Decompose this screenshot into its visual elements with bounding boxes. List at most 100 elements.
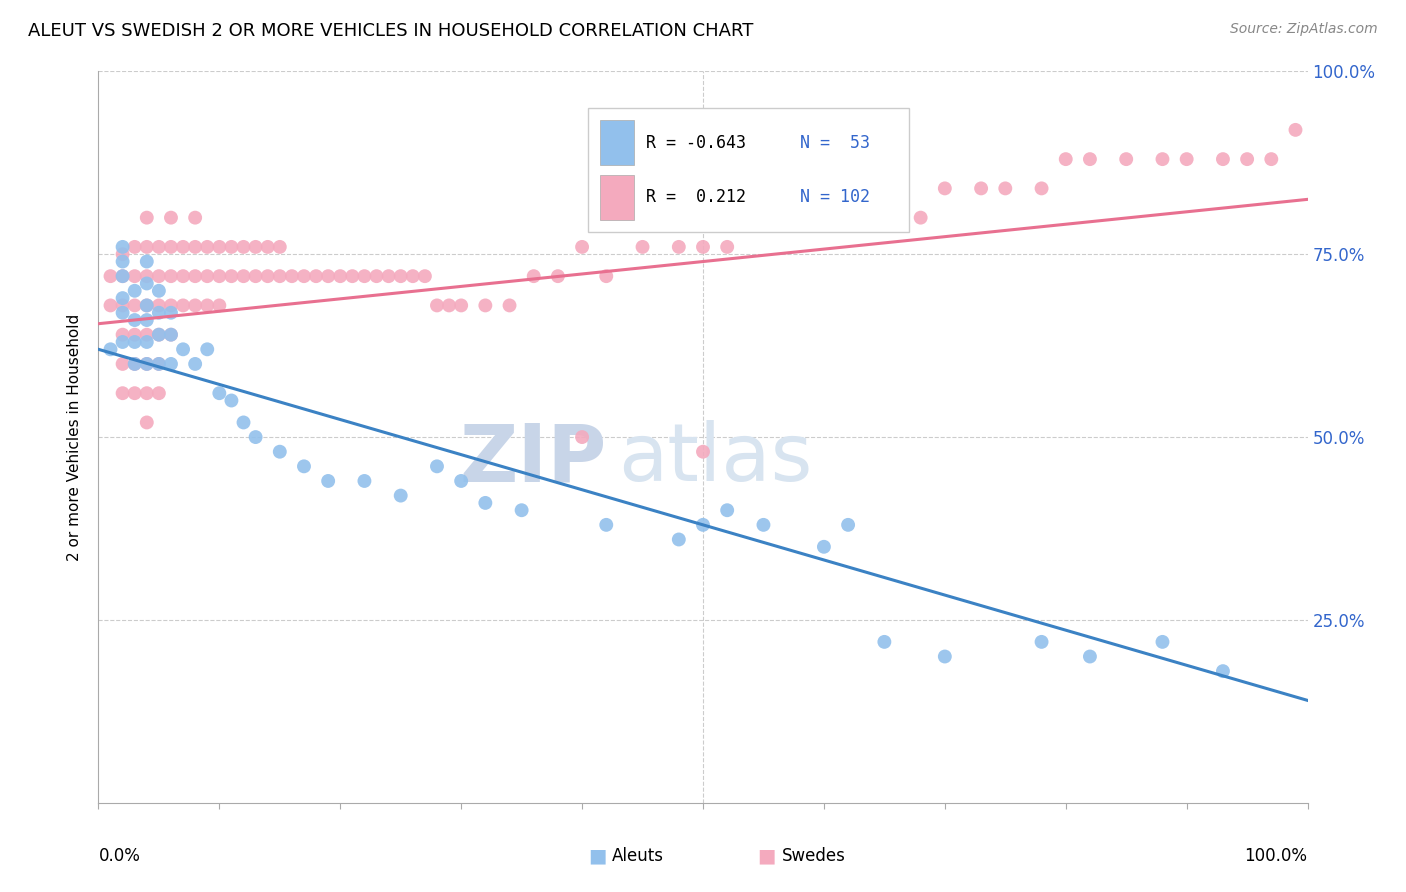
Point (148, 327, 170, 342)
Point (789, 211, 811, 225)
Point (1175, 152, 1198, 166)
Point (837, 211, 859, 225)
Point (111, 291, 134, 305)
Point (1260, 152, 1282, 166)
Point (148, 357, 170, 371)
Point (1054, 152, 1077, 166)
Point (124, 334, 146, 349)
Point (510, 503, 533, 517)
Point (305, 269, 328, 284)
Point (111, 240, 134, 254)
Point (111, 254, 134, 268)
Point (269, 240, 291, 254)
Point (135, 334, 157, 349)
Point (100, 343, 122, 357)
Point (1236, 152, 1258, 166)
Point (184, 357, 207, 371)
Point (208, 386, 231, 401)
Point (135, 386, 157, 401)
Point (195, 240, 218, 254)
Point (160, 357, 183, 371)
Point (1152, 152, 1174, 166)
Point (124, 327, 146, 342)
Text: Source: ZipAtlas.com: Source: ZipAtlas.com (1230, 22, 1378, 37)
Point (474, 496, 496, 510)
Point (172, 269, 194, 284)
Point (221, 240, 243, 254)
Text: Swedes: Swedes (782, 847, 845, 864)
Point (837, 517, 859, 532)
Text: ALEUT VS SWEDISH 2 OR MORE VEHICLES IN HOUSEHOLD CORRELATION CHART: ALEUT VS SWEDISH 2 OR MORE VEHICLES IN H… (28, 22, 754, 40)
Point (595, 517, 617, 532)
Point (221, 393, 243, 408)
Point (135, 277, 157, 291)
Point (292, 269, 315, 284)
Point (994, 181, 1017, 195)
Point (172, 298, 194, 312)
Bar (600, 175, 634, 220)
Text: N =  53: N = 53 (800, 134, 870, 152)
Point (195, 298, 218, 312)
Text: N = 102: N = 102 (800, 188, 870, 206)
Point (232, 240, 254, 254)
Point (135, 240, 157, 254)
Text: R = -0.643: R = -0.643 (647, 134, 747, 152)
Point (135, 298, 157, 312)
Point (353, 269, 375, 284)
Point (160, 298, 183, 312)
Point (111, 269, 134, 284)
Point (256, 240, 278, 254)
Point (208, 269, 231, 284)
Point (668, 240, 690, 254)
Point (135, 211, 157, 225)
Point (100, 298, 122, 312)
Point (316, 269, 339, 284)
Point (172, 343, 194, 357)
Point (148, 269, 170, 284)
Point (208, 240, 231, 254)
Point (111, 269, 134, 284)
Point (195, 343, 218, 357)
Point (437, 298, 460, 312)
Point (124, 313, 146, 327)
Point (571, 430, 593, 444)
Point (1115, 152, 1137, 166)
Point (366, 269, 388, 284)
Point (873, 211, 896, 225)
Point (752, 211, 775, 225)
Point (269, 269, 291, 284)
Point (111, 357, 134, 371)
Point (692, 517, 714, 532)
Point (813, 211, 835, 225)
Point (148, 327, 170, 342)
Point (402, 269, 425, 284)
Point (1152, 635, 1174, 649)
Point (184, 240, 207, 254)
Point (450, 298, 472, 312)
Point (571, 240, 593, 254)
Point (135, 357, 157, 371)
Point (124, 386, 146, 401)
Point (148, 386, 170, 401)
Point (232, 269, 254, 284)
Point (426, 459, 449, 474)
Point (135, 327, 157, 342)
Point (631, 240, 654, 254)
Point (148, 357, 170, 371)
Point (111, 306, 134, 320)
Point (111, 327, 134, 342)
Point (1212, 152, 1234, 166)
Point (692, 444, 714, 458)
Point (135, 416, 157, 430)
Point (934, 181, 956, 195)
Point (752, 517, 775, 532)
FancyBboxPatch shape (588, 108, 908, 232)
Point (160, 211, 183, 225)
Point (184, 211, 207, 225)
Point (124, 298, 146, 312)
Point (329, 269, 352, 284)
Point (547, 269, 569, 284)
Point (135, 357, 157, 371)
Point (353, 474, 375, 488)
Point (1284, 123, 1306, 137)
